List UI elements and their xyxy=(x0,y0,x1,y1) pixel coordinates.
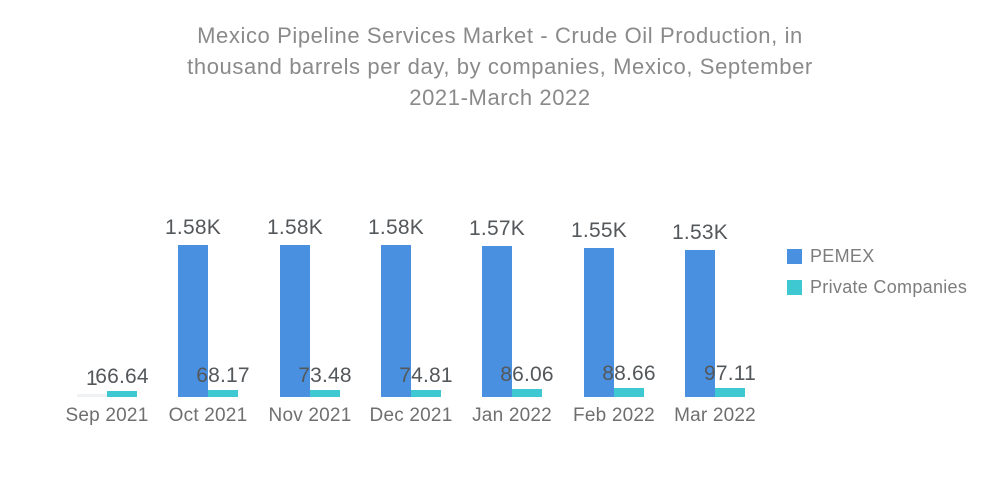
legend-item-private-companies[interactable]: Private Companies xyxy=(787,277,967,298)
private-companies-value-label: 66.64 xyxy=(95,365,149,388)
private-companies-bar[interactable] xyxy=(107,391,137,397)
x-axis-label: Dec 2021 xyxy=(369,405,453,426)
pemex-bar[interactable] xyxy=(482,246,512,397)
private-companies-bar[interactable] xyxy=(715,388,745,397)
x-axis-label: Nov 2021 xyxy=(268,405,352,426)
bar-group-jan-2022: 1.57K 86.06 Jan 2022 xyxy=(469,217,554,426)
pemex-value-label: 1.58K xyxy=(368,216,424,239)
private-companies-value-label: 88.66 xyxy=(602,362,656,385)
pemex-bar[interactable] xyxy=(685,250,715,397)
pemex-value-label: 1.53K xyxy=(672,221,728,244)
legend: PEMEX Private Companies xyxy=(787,246,967,308)
pemex-bar[interactable] xyxy=(178,245,208,397)
bar-group-nov-2021: 1.58K 73.48 Nov 2021 xyxy=(267,216,352,426)
private-companies-bar[interactable] xyxy=(310,390,340,397)
x-axis-label: Sep 2021 xyxy=(65,405,149,426)
pemex-bar[interactable] xyxy=(381,245,411,397)
private-companies-value-label: 97.11 xyxy=(704,362,756,385)
pemex-bar[interactable] xyxy=(77,394,107,397)
private-companies-value-label: 73.48 xyxy=(298,364,352,387)
x-axis-label: Jan 2022 xyxy=(472,405,552,426)
pemex-value-label: 1.58K xyxy=(165,216,221,239)
bar-group-mar-2022: 1.53K 97.11 Mar 2022 xyxy=(672,221,756,426)
pemex-bar[interactable] xyxy=(584,248,614,397)
private-companies-legend-swatch-icon xyxy=(787,280,802,295)
chart-title: Mexico Pipeline Services Market - Crude … xyxy=(187,23,813,110)
pemex-value-label: 1.55K xyxy=(571,219,627,242)
pemex-value-label: 1.58K xyxy=(267,216,323,239)
legend-label: Private Companies xyxy=(810,277,968,297)
private-companies-bar[interactable] xyxy=(411,390,441,397)
legend-label: PEMEX xyxy=(810,246,875,266)
legend-item-pemex[interactable]: PEMEX xyxy=(787,246,967,267)
pemex-value-label: 1 xyxy=(86,367,98,390)
private-companies-value-label: 68.17 xyxy=(196,364,250,387)
private-companies-value-label: 74.81 xyxy=(399,364,453,387)
x-axis-label: Oct 2021 xyxy=(168,405,248,426)
private-companies-value-label: 86.06 xyxy=(500,363,554,386)
bar-group-oct-2021: 1.58K 68.17 Oct 2021 xyxy=(165,216,250,426)
pemex-value-label: 1.57K xyxy=(469,217,525,240)
private-companies-bar[interactable] xyxy=(208,390,238,397)
bar-group-feb-2022: 1.55K 88.66 Feb 2022 xyxy=(571,219,656,426)
x-axis-label: Mar 2022 xyxy=(674,405,756,426)
private-companies-bar[interactable] xyxy=(512,389,542,397)
bar-group-dec-2021: 1.58K 74.81 Dec 2021 xyxy=(368,216,453,426)
bar-group-sep-2021: 1 66.64 Sep 2021 xyxy=(66,227,149,426)
pemex-bar[interactable] xyxy=(280,245,310,397)
pemex-legend-swatch-icon xyxy=(787,249,802,264)
private-companies-bar[interactable] xyxy=(614,388,644,397)
x-axis-label: Feb 2022 xyxy=(573,405,655,426)
